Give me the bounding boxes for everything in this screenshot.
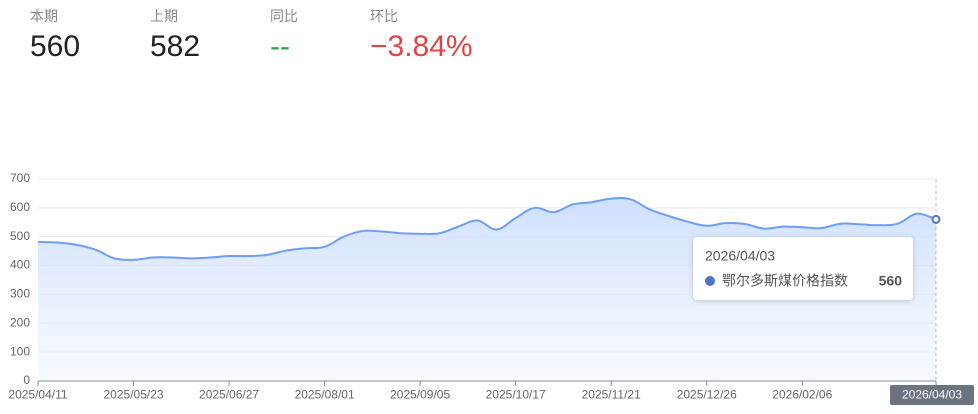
tooltip-box [693, 237, 913, 300]
tooltip: 2026/04/03 鄂尔多斯煤价格指数 560 [693, 237, 913, 300]
x-tick-label: 2025/08/01 [295, 388, 355, 402]
x-tick-label: 2025/06/27 [199, 388, 259, 402]
y-tick-label: 200 [10, 315, 30, 329]
x-tick-label: 2026/02/06 [772, 388, 832, 402]
x-tick-label: 2026/04/03 [902, 388, 962, 402]
line [37, 196, 937, 261]
kpi-value: -- [270, 30, 290, 63]
kpi-label: 同比 [270, 8, 298, 24]
y-tick-label: 400 [10, 258, 30, 272]
y-tick-label: 500 [10, 229, 30, 243]
kpi: 本期 560 [30, 6, 80, 64]
kpi: 上期 582 [150, 6, 200, 64]
tooltip-value: 560 [879, 273, 903, 289]
y-tick-label: 300 [10, 287, 30, 301]
tooltip-dot [705, 276, 715, 286]
y-tick-label: 600 [10, 200, 30, 214]
x-tick-label: 2025/12/26 [677, 388, 737, 402]
kpi-row: 本期 560 上期 582 同比 -- 环比 −3.84% [0, 0, 978, 80]
tooltip-series-name: 鄂尔多斯煤价格指数 [722, 273, 848, 289]
hover-point [931, 214, 941, 224]
kpi-label: 上期 [150, 8, 178, 24]
x-tick-label: 2025/05/23 [104, 388, 164, 402]
kpi: 同比 -- [270, 6, 298, 64]
kpi-value: 560 [30, 30, 81, 63]
kpi-label: 环比 [370, 8, 398, 24]
x-tick-label: 2025/09/05 [390, 388, 450, 402]
kpi: 环比 −3.84% [370, 6, 473, 64]
x-highlight-bg [890, 385, 974, 405]
kpi-value: −3.84% [370, 30, 473, 63]
x-tick-label: 2025/10/17 [486, 388, 546, 402]
kpi-label: 本期 [30, 8, 58, 24]
x-tick-label: 2025/04/11 [8, 388, 67, 402]
tooltip-date: 2026/04/03 [705, 248, 775, 264]
kpi-value: 582 [150, 30, 201, 63]
y-tick-label: 700 [10, 171, 30, 185]
y-tick-label: 0 [23, 373, 30, 387]
y-tick-label: 100 [10, 344, 30, 358]
x-tick-label: 2025/11/21 [582, 388, 641, 402]
